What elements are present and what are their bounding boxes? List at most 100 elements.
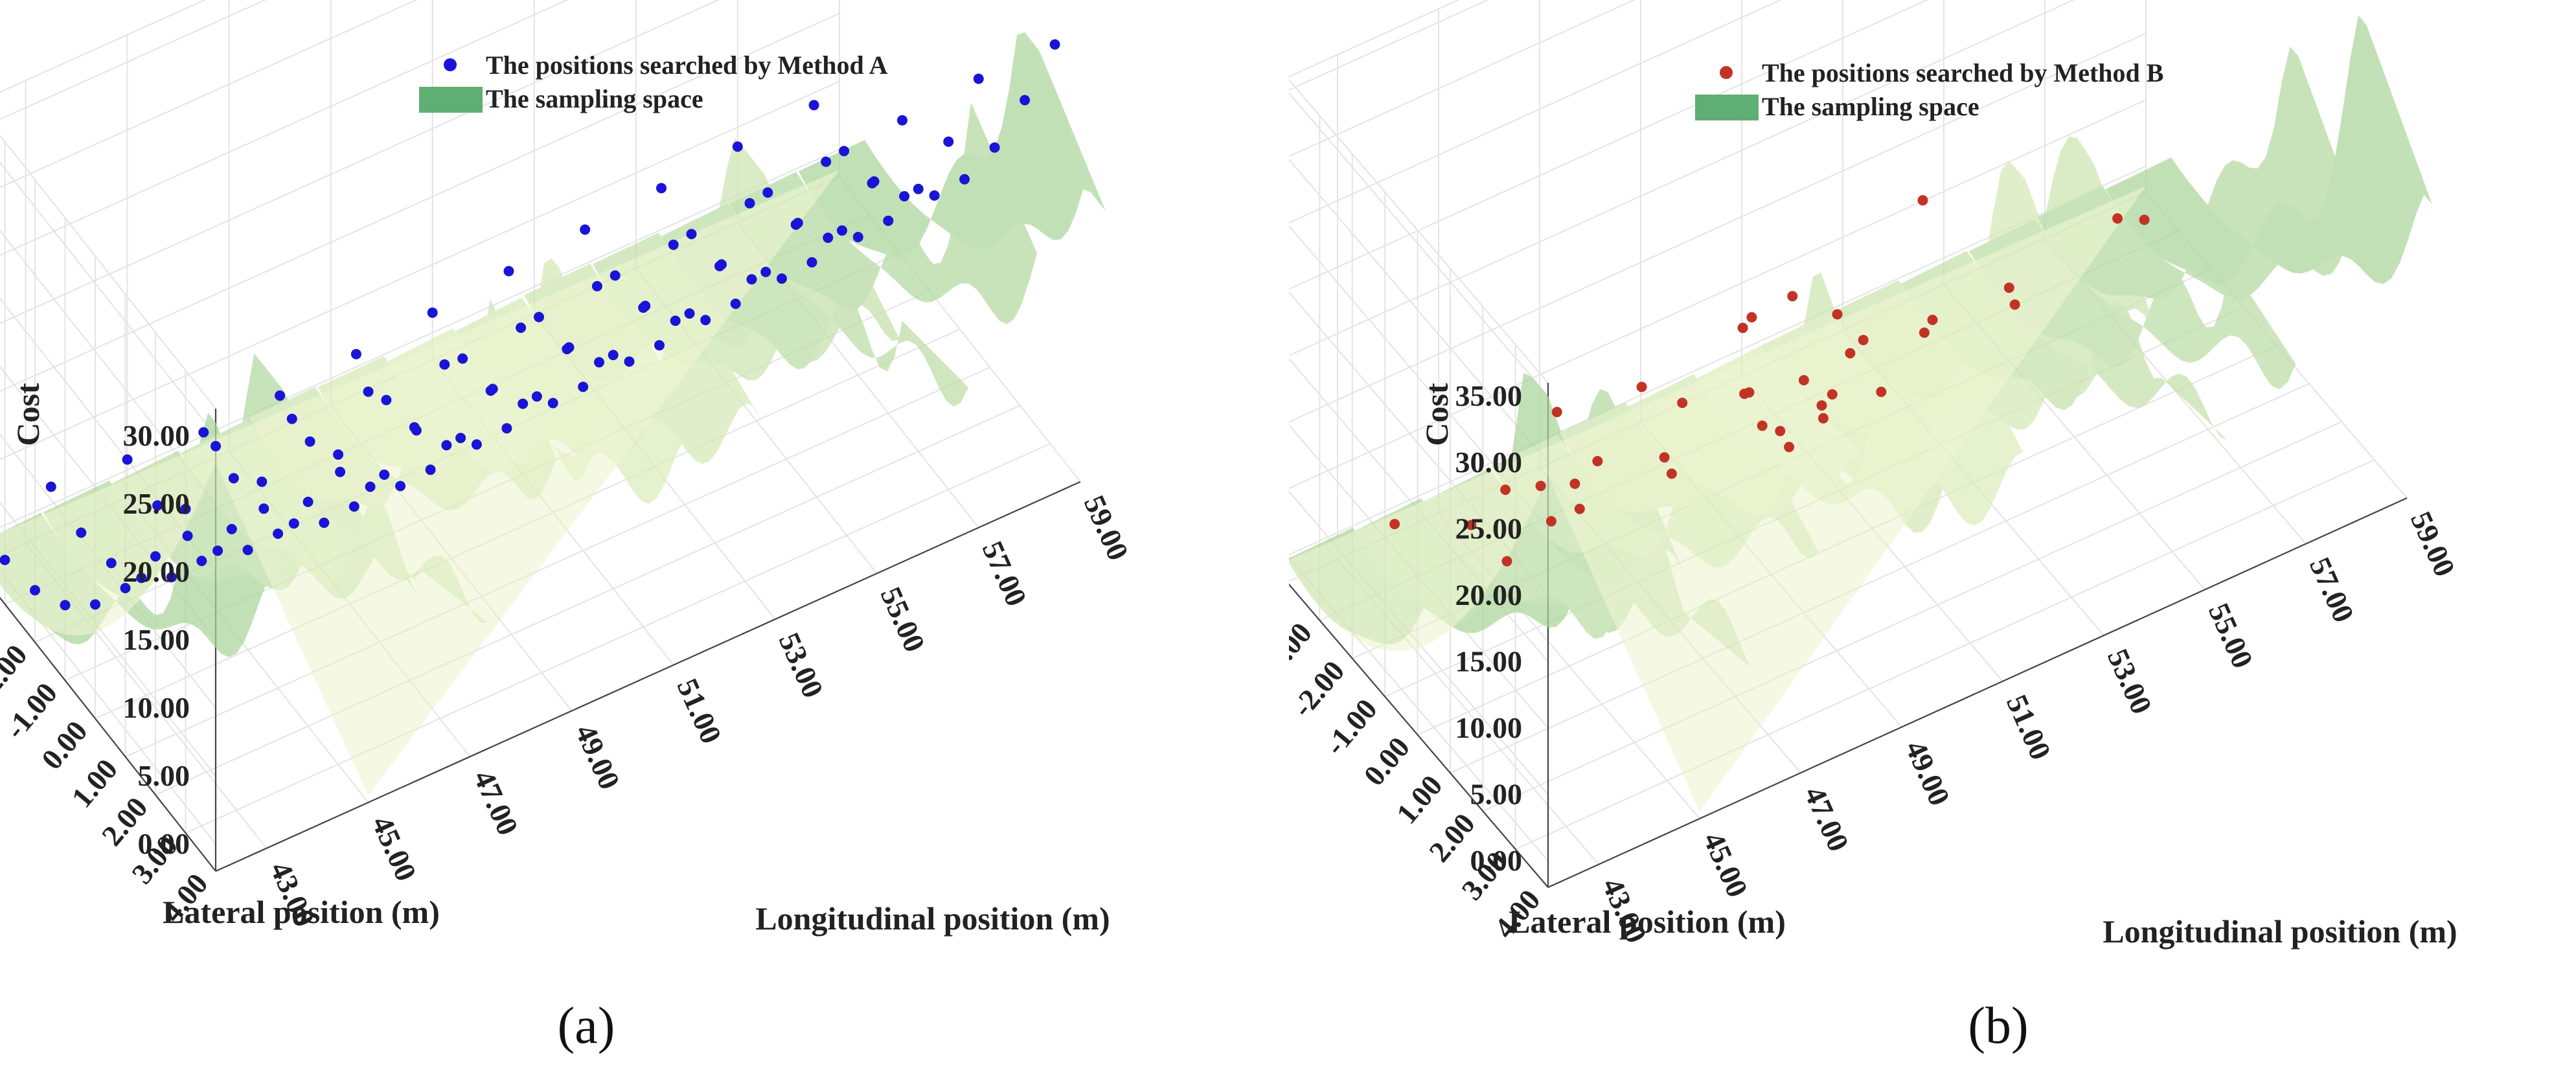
grid-line	[0, 0, 569, 573]
data-point	[640, 301, 651, 312]
data-point	[1757, 420, 1768, 431]
x-tick-label: 53.00	[2101, 644, 2159, 718]
x-tick-label: 49.00	[1899, 736, 1957, 810]
y-axis-label: Lateral position (m)	[163, 894, 440, 930]
x-tick-label: 53.00	[773, 628, 830, 702]
data-point	[226, 523, 237, 534]
data-point	[379, 469, 390, 480]
z-tick-label: 10.00	[123, 691, 190, 724]
legend-label: The positions searched by Method A	[486, 51, 888, 80]
data-point	[608, 350, 619, 361]
z-tick-label: 10.00	[1455, 711, 1523, 744]
data-point	[852, 232, 863, 242]
data-point	[668, 239, 679, 250]
data-point	[487, 383, 498, 394]
surface-ribbon	[181, 420, 488, 623]
data-point	[792, 218, 803, 229]
data-point	[335, 466, 346, 477]
z-tick-label: 5.00	[1470, 778, 1523, 811]
data-point	[744, 198, 755, 209]
grid-line	[1289, 0, 1636, 463]
data-point	[333, 449, 344, 460]
data-point	[2112, 213, 2123, 224]
data-point	[1744, 387, 1755, 398]
data-point	[746, 274, 757, 285]
data-point	[610, 270, 621, 281]
data-point	[503, 266, 514, 277]
panel-caption: (a)	[558, 997, 615, 1054]
data-point	[319, 518, 330, 529]
data-point	[288, 518, 299, 529]
data-point	[821, 156, 832, 167]
data-point	[180, 503, 191, 514]
data-point	[624, 356, 635, 367]
data-point	[1832, 309, 1843, 320]
data-point	[516, 323, 527, 333]
data-point	[823, 233, 834, 244]
y-axis-label: Lateral position (m)	[1509, 904, 1786, 940]
data-point	[256, 476, 268, 487]
x-axis-label: Longitudinal position (m)	[755, 900, 1110, 937]
data-point	[1927, 314, 1938, 325]
data-point	[806, 257, 817, 268]
box-edge	[0, 134, 216, 409]
data-point	[395, 481, 406, 492]
data-point	[1551, 407, 1562, 418]
data-point	[943, 136, 954, 147]
legend-label: The sampling space	[486, 84, 703, 113]
data-point	[1636, 381, 1647, 393]
data-point	[1574, 503, 1585, 514]
data-point	[1569, 478, 1580, 489]
legend-label: The sampling space	[1762, 92, 1979, 121]
x-tick-label: 59.00	[1078, 490, 1135, 565]
x-tick-label: 51.00	[2000, 690, 2058, 764]
data-point	[1666, 468, 1677, 479]
data-point	[0, 554, 10, 565]
data-point	[959, 174, 970, 185]
data-point	[670, 315, 681, 326]
y-tick-label: 1.00	[1390, 769, 1449, 830]
x-tick-label: 55.00	[874, 582, 932, 657]
y-axis-line	[0, 597, 216, 872]
data-point	[1466, 519, 1477, 530]
data-point	[122, 454, 133, 465]
data-point	[363, 386, 374, 397]
data-point	[777, 273, 787, 284]
data-point	[1500, 484, 1511, 495]
z-tick-label: 25.00	[1455, 512, 1523, 545]
grid-line	[1289, 0, 1549, 397]
data-point	[1775, 426, 1786, 437]
surface-sheet	[1289, 186, 2146, 812]
grid-line	[0, 80, 840, 777]
data-point	[348, 501, 359, 512]
data-point	[182, 530, 193, 541]
data-point	[1784, 442, 1795, 453]
data-point	[120, 583, 131, 593]
data-point	[1845, 348, 1856, 359]
data-point	[973, 73, 984, 84]
x-tick-label: 45.00	[365, 811, 423, 885]
data-point	[808, 100, 819, 111]
data-point	[211, 440, 221, 451]
data-point	[1798, 375, 1809, 385]
x-tick-label: 47.00	[467, 766, 525, 840]
data-point	[1592, 456, 1603, 466]
z-tick-label: 15.00	[123, 623, 190, 656]
x-tick-label: 55.00	[2202, 598, 2260, 673]
chart-b-svg: 0.005.0010.0015.0020.0025.0030.0035.0043…	[1289, 0, 2462, 1054]
sampling-space-surface	[1289, 15, 2432, 812]
y-tick-label: 1.00	[65, 753, 124, 814]
data-point	[929, 190, 940, 201]
data-point	[1919, 327, 1930, 338]
data-point	[1659, 452, 1670, 463]
data-point	[839, 146, 850, 157]
data-point	[302, 496, 313, 507]
data-point	[365, 481, 376, 492]
z-tick-label: 20.00	[1455, 578, 1523, 611]
z-axis-label: Cost	[10, 383, 46, 446]
data-point	[730, 299, 741, 309]
data-point	[2003, 282, 2014, 293]
data-point	[441, 440, 452, 451]
data-point	[762, 187, 773, 198]
data-point	[1389, 519, 1400, 530]
